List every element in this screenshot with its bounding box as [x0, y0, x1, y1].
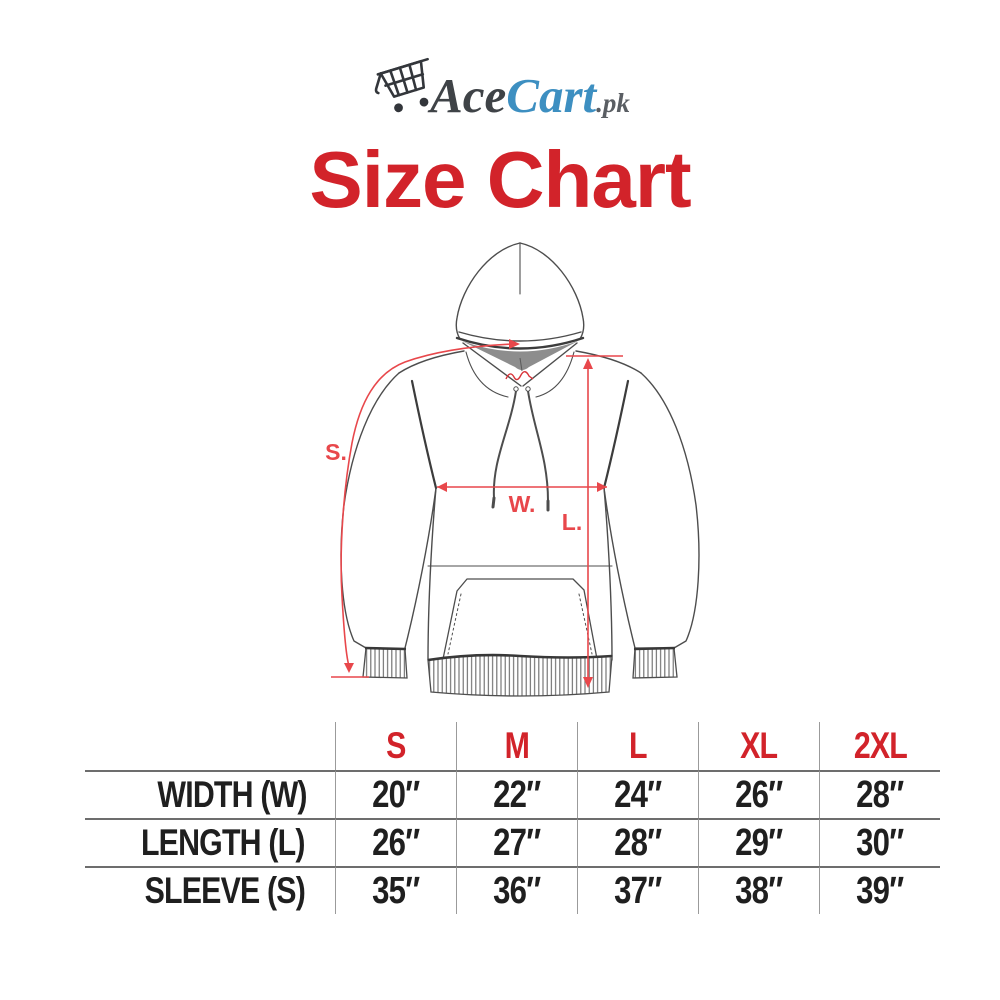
width-value-xl: 26″ — [698, 770, 819, 818]
width-measure-label: W. — [509, 491, 536, 517]
sleeve-value-l: 37″ — [577, 866, 698, 914]
sleeve-value-2xl: 39″ — [819, 866, 940, 914]
hoodie-diagram: S. W. L. — [325, 242, 700, 697]
length-value-xl: 29″ — [698, 818, 819, 866]
size-column-header-xl: XL — [698, 722, 819, 770]
brand-ace: Ace — [430, 68, 507, 123]
width-value-s: 20″ — [335, 770, 456, 818]
length-value-l: 28″ — [577, 818, 698, 866]
chest-brand-mark — [505, 371, 534, 381]
length-value-s: 26″ — [335, 818, 456, 866]
page-title: Size Chart — [309, 135, 691, 224]
grommet — [513, 386, 519, 392]
row-label-sleeve: SLEEVE (S) — [85, 866, 335, 914]
size-column-header-l: L — [577, 722, 698, 770]
measurement-lines — [331, 343, 623, 686]
measurement-arrowheads — [344, 339, 607, 688]
size-table: S M L XL 2XL WIDTH (W) 20″ 22″ 24″ 26″ 2… — [85, 722, 940, 914]
sleeve-value-s: 35″ — [335, 866, 456, 914]
brand-cart: Cart — [506, 68, 597, 123]
width-value-l: 24″ — [577, 770, 698, 818]
shopping-cart-icon — [374, 57, 429, 113]
width-value-2xl: 28″ — [819, 770, 940, 818]
size-column-header-m: M — [456, 722, 577, 770]
width-value-m: 22″ — [456, 770, 577, 818]
grommet — [525, 386, 531, 392]
ribbed-trim — [362, 646, 678, 697]
hood-lining — [462, 341, 578, 370]
row-label-width: WIDTH (W) — [85, 770, 335, 818]
sleeve-value-xl: 38″ — [698, 866, 819, 914]
table-corner-cell — [85, 722, 335, 770]
length-value-2xl: 30″ — [819, 818, 940, 866]
row-label-length: LENGTH (L) — [85, 818, 335, 866]
brand-logo: AceCart.pk — [0, 40, 1000, 120]
length-measure-label: L. — [562, 509, 582, 535]
size-column-header-2xl: 2XL — [819, 722, 940, 770]
size-column-header-s: S — [335, 722, 456, 770]
sleeve-measure-label: S. — [325, 439, 347, 465]
sleeve-value-m: 36″ — [456, 866, 577, 914]
hoodie-outline — [340, 242, 700, 661]
brand-name: AceCart.pk — [430, 71, 630, 120]
brand-tld: .pk — [596, 88, 630, 118]
hood-lining-seam — [519, 357, 523, 372]
length-value-m: 27″ — [456, 818, 577, 866]
